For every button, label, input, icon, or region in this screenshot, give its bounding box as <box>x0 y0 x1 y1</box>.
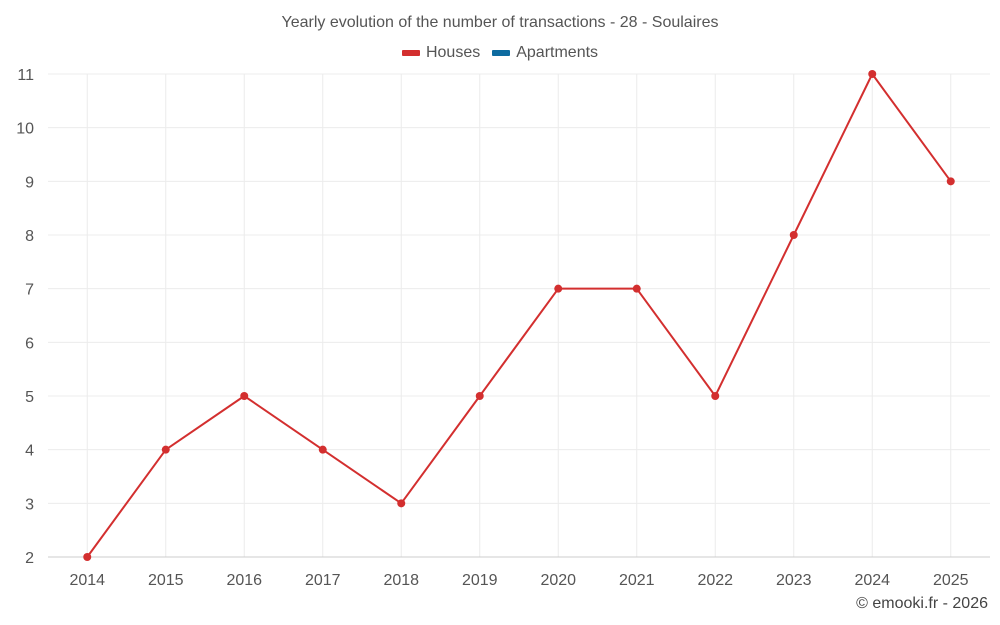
chart-legend: Houses Apartments <box>0 44 1000 62</box>
y-tick-label: 7 <box>25 282 34 299</box>
data-point-houses-2022[interactable] <box>711 392 720 400</box>
legend-swatch-houses <box>401 50 420 56</box>
legend-item-apartments[interactable]: Apartments <box>492 44 598 62</box>
x-tick-label: 2017 <box>305 572 341 589</box>
y-tick-label: 3 <box>25 496 34 513</box>
series-line-houses <box>86 73 952 558</box>
data-point-houses-2015[interactable] <box>161 445 170 454</box>
data-point-houses-2021[interactable] <box>632 284 641 293</box>
data-point-houses-2019[interactable] <box>475 392 484 400</box>
chart-title: Yearly evolution of the number of transa… <box>281 14 719 31</box>
legend-label-houses: Houses <box>425 44 481 61</box>
y-tick-label: 10 <box>16 121 34 138</box>
x-tick-label: 2025 <box>933 572 969 589</box>
data-point-houses-2020[interactable] <box>554 284 563 293</box>
data-point-houses-2017[interactable] <box>318 445 327 454</box>
y-tick-label: 4 <box>25 443 34 460</box>
y-tick-label: 6 <box>25 335 34 352</box>
x-tick-label: 2019 <box>462 572 498 589</box>
x-tick-label: 2021 <box>619 572 655 589</box>
x-tick-label: 2023 <box>776 572 812 589</box>
y-tick-label: 2 <box>25 550 34 567</box>
x-tick-label: 2022 <box>697 572 733 589</box>
y-tick-label: 8 <box>25 228 34 245</box>
y-tick-label: 5 <box>25 389 34 406</box>
legend-item-houses[interactable]: Houses <box>401 44 481 62</box>
legend-label-apartments: Apartments <box>516 44 599 61</box>
y-tick-label: 11 <box>17 67 34 84</box>
x-tick-label: 2024 <box>854 572 890 589</box>
x-tick-label: 2015 <box>148 572 184 589</box>
data-point-houses-2025[interactable] <box>946 177 955 186</box>
x-tick-label: 2014 <box>69 572 105 589</box>
data-point-houses-2016[interactable] <box>240 392 249 400</box>
data-point-houses-2023[interactable] <box>789 231 798 239</box>
data-point-houses-2024[interactable] <box>868 70 877 78</box>
copyright-text: © emooki.fr - 2026 <box>856 595 988 612</box>
x-tick-label: 2016 <box>226 572 262 589</box>
data-point-houses-2018[interactable] <box>397 499 406 508</box>
x-tick-label: 2020 <box>540 572 576 589</box>
x-tick-label: 2018 <box>383 572 419 589</box>
legend-swatch-apartments <box>492 50 511 56</box>
y-tick-label: 9 <box>25 174 34 191</box>
data-point-houses-2014[interactable] <box>83 553 92 561</box>
